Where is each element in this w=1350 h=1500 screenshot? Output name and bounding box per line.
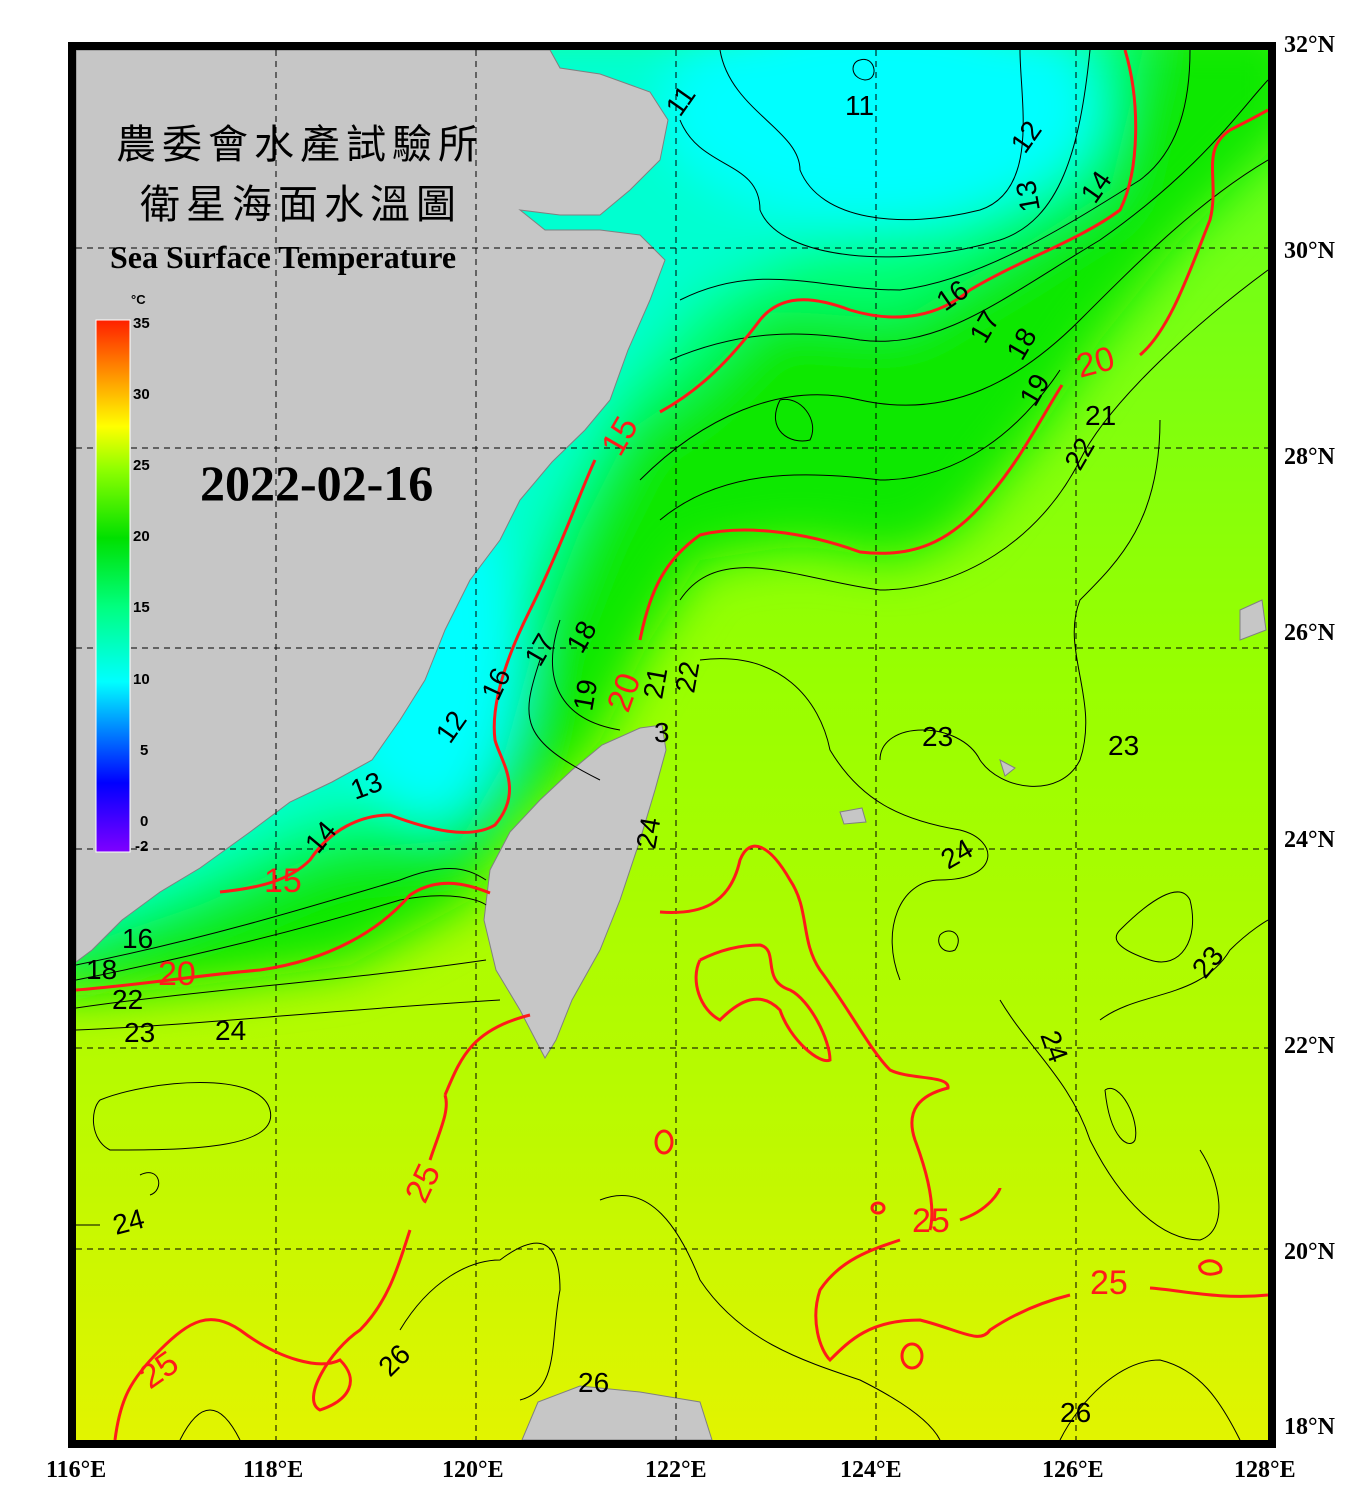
colorbar-tick: -2: [135, 838, 148, 855]
lat-label: 26°N: [1284, 620, 1336, 646]
lon-label: 124°E: [840, 1457, 902, 1483]
contour-label: 22: [669, 659, 705, 695]
contour-label: 13: [1010, 178, 1046, 214]
longitude-labels: 116°E 118°E 120°E 122°E 124°E 126°E 128°…: [46, 1457, 1296, 1483]
contour-label-major: 25: [912, 1202, 950, 1240]
contour-label: 22: [112, 984, 143, 1015]
minor-isotherms: [76, 50, 1268, 1440]
lat-label: 20°N: [1284, 1239, 1336, 1265]
contour-label: 23: [922, 721, 953, 752]
lon-label: 126°E: [1042, 1457, 1104, 1483]
land-luzon: [521, 1385, 713, 1440]
contour-label-major: 25: [1090, 1264, 1128, 1302]
contour-label: 16: [122, 923, 153, 954]
latitude-labels: 32°N 30°N 28°N 26°N 24°N 22°N 20°N 18°N: [1284, 32, 1336, 1440]
contour-label: 23: [124, 1017, 155, 1048]
land-taiwan: [483, 724, 667, 1060]
colorbar-unit: °C: [131, 292, 146, 307]
lon-label: 116°E: [46, 1457, 106, 1483]
colorbar-tick: 25: [133, 457, 150, 474]
contour-label-major: 15: [264, 862, 302, 900]
lat-label: 18°N: [1284, 1414, 1336, 1440]
land-china-mainland: [76, 50, 669, 963]
lat-label: 22°N: [1284, 1033, 1336, 1059]
lon-label: 120°E: [442, 1457, 504, 1483]
colorbar-tick: 15: [133, 599, 150, 616]
contour-label: 19: [567, 677, 603, 713]
contour-label: 3: [654, 717, 670, 748]
title-chinese-agency: 農委會水產試驗所: [116, 122, 484, 168]
land-ryukyu-islands: [839, 599, 1267, 825]
colorbar-ramp: [95, 319, 131, 853]
colorbar-tick: 20: [133, 528, 150, 545]
lat-label: 28°N: [1284, 444, 1336, 470]
colorbar-tick: 30: [133, 386, 150, 403]
graticule: [76, 50, 1268, 1440]
lon-label: 128°E: [1234, 1457, 1296, 1483]
map-area: 11 11 12 13 14 16 17 18 19 21 22 16 17 1…: [76, 50, 1268, 1440]
contour-label: 26: [578, 1367, 609, 1398]
contour-label: 18: [86, 954, 117, 985]
colorbar-tick: 10: [133, 671, 150, 688]
contour-label: 21: [637, 665, 673, 701]
contour-label: 24: [215, 1015, 246, 1046]
lat-label: 30°N: [1284, 238, 1336, 264]
title-chinese-map: 衛星海面水溫圖: [140, 182, 462, 228]
colorbar-tick: 0: [140, 813, 148, 830]
map-date: 2022-02-16: [200, 455, 433, 511]
colorbar-tick: 5: [140, 742, 148, 759]
title-english: Sea Surface Temperature: [110, 239, 456, 275]
contour-label: 24: [630, 815, 666, 851]
colorbar-tick: 35: [133, 315, 150, 332]
colorbar-legend: °C 35 30 25 20 15 10 5 0 -2: [95, 292, 150, 855]
contour-label-major: 20: [158, 955, 196, 993]
lon-label: 118°E: [243, 1457, 303, 1483]
lon-label: 122°E: [645, 1457, 707, 1483]
lat-label: 24°N: [1284, 827, 1336, 853]
contour-label: 23: [1108, 730, 1139, 761]
title-block: 農委會水產試驗所 衛星海面水溫圖 Sea Surface Temperature…: [110, 122, 484, 511]
lat-label: 32°N: [1284, 32, 1336, 58]
contour-label: 11: [845, 90, 874, 121]
contour-label: 26: [1060, 1397, 1091, 1428]
major-isotherms: [76, 50, 1268, 1440]
contour-label: 21: [1085, 400, 1116, 431]
